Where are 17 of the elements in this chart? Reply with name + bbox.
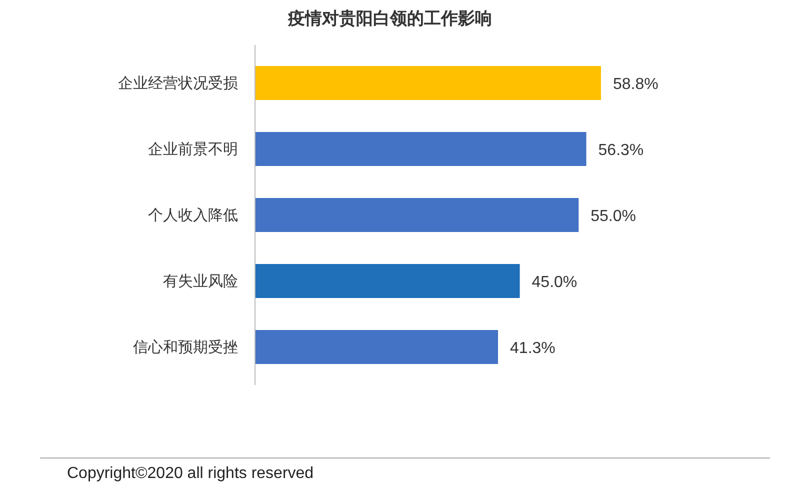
chart-title: 疫情对贵阳白领的工作影响 — [287, 9, 492, 28]
data-label: 58.8% — [613, 76, 658, 93]
data-label: 45.0% — [532, 274, 578, 291]
y-tick-label: 企业经营状况受损 — [118, 75, 238, 92]
y-tick-label: 有失业风险 — [163, 273, 238, 290]
bar — [255, 330, 498, 364]
data-label: 41.3% — [510, 340, 556, 357]
data-label: 55.0% — [590, 208, 636, 225]
y-tick-label: 信心和预期受挫 — [133, 339, 238, 356]
bar — [255, 198, 579, 232]
y-tick-label: 个人收入降低 — [148, 207, 238, 224]
text: Copyright©2020 all rights reserved — [67, 465, 314, 482]
bar — [255, 66, 601, 100]
y-tick-label: 企业前景不明 — [148, 141, 238, 158]
bar — [255, 132, 586, 166]
bar — [255, 264, 520, 298]
data-label: 56.3% — [598, 142, 644, 159]
